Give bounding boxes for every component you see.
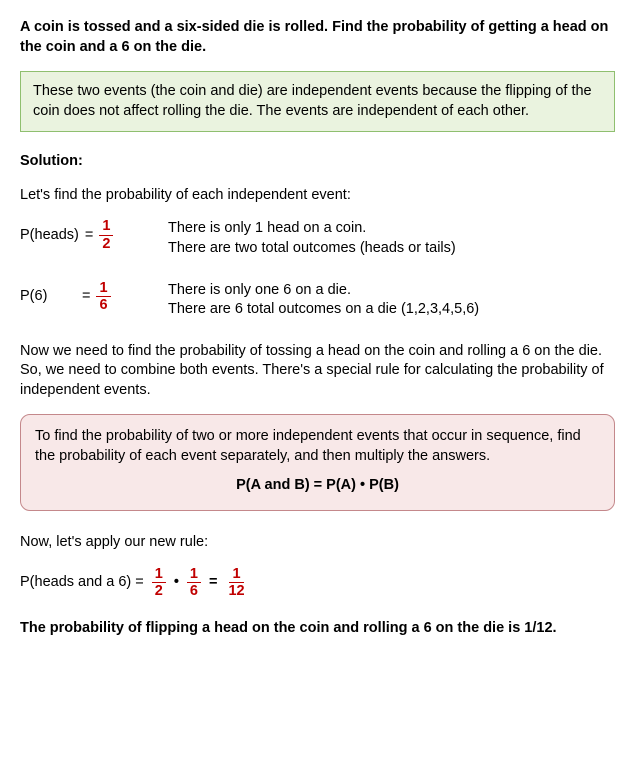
explain-line-2: There are 6 total outcomes on a die (1,2… (168, 300, 479, 320)
equals-sign: = (82, 287, 90, 307)
fraction-numerator: 1 (229, 567, 243, 584)
solution-heading: Solution: (20, 152, 615, 172)
fraction-numerator: 1 (96, 281, 110, 298)
explain-line-1: There is only one 6 on a die. (168, 281, 479, 301)
final-label: P(heads and a 6) = (20, 573, 144, 593)
rule-formula: P(A and B) = P(A) • P(B) (35, 476, 600, 496)
apply-rule-text: Now, let's apply our new rule: (20, 533, 615, 553)
independence-note-box: These two events (the coin and die) are … (20, 71, 615, 132)
fraction-denominator: 2 (99, 236, 113, 252)
p-six-line: P(6) = 1 6 There is only one 6 on a die.… (20, 281, 615, 320)
p-heads-fraction: 1 2 (99, 219, 113, 251)
problem-title: A coin is tossed and a six-sided die is … (20, 18, 615, 57)
fraction-numerator: 1 (187, 567, 201, 584)
final-equation: P(heads and a 6) = 1 2 • 1 6 = 1 12 (20, 567, 615, 599)
fraction-sixth: 1 6 (187, 567, 201, 599)
p-heads-explanation: There is only 1 head on a coin. There ar… (168, 219, 456, 258)
fraction-denominator: 2 (152, 583, 166, 599)
p-six-expression: P(6) = 1 6 (20, 281, 140, 313)
combine-paragraph: Now we need to find the probability of t… (20, 342, 615, 401)
fraction-result: 1 12 (225, 567, 247, 599)
fraction-denominator: 6 (96, 297, 110, 313)
p-heads-expression: P(heads) = 1 2 (20, 219, 140, 251)
p-six-label: P(6) (20, 287, 76, 307)
fraction-half: 1 2 (152, 567, 166, 599)
fraction-denominator: 12 (225, 583, 247, 599)
equals-sign: = (85, 226, 93, 246)
rule-box: To find the probability of two or more i… (20, 414, 615, 511)
conclusion-text: The probability of flipping a head on th… (20, 619, 615, 639)
explain-line-1: There is only 1 head on a coin. (168, 219, 456, 239)
fraction-denominator: 6 (187, 583, 201, 599)
p-heads-label: P(heads) (20, 226, 79, 246)
p-six-explanation: There is only one 6 on a die. There are … (168, 281, 479, 320)
p-six-fraction: 1 6 (96, 281, 110, 313)
multiply-dot: • (174, 573, 179, 593)
fraction-numerator: 1 (99, 219, 113, 236)
rule-text: To find the probability of two or more i… (35, 427, 600, 466)
fraction-numerator: 1 (152, 567, 166, 584)
p-heads-line: P(heads) = 1 2 There is only 1 head on a… (20, 219, 615, 258)
intro-text: Let's find the probability of each indep… (20, 186, 615, 206)
equals-sign: = (209, 573, 217, 593)
explain-line-2: There are two total outcomes (heads or t… (168, 239, 456, 259)
